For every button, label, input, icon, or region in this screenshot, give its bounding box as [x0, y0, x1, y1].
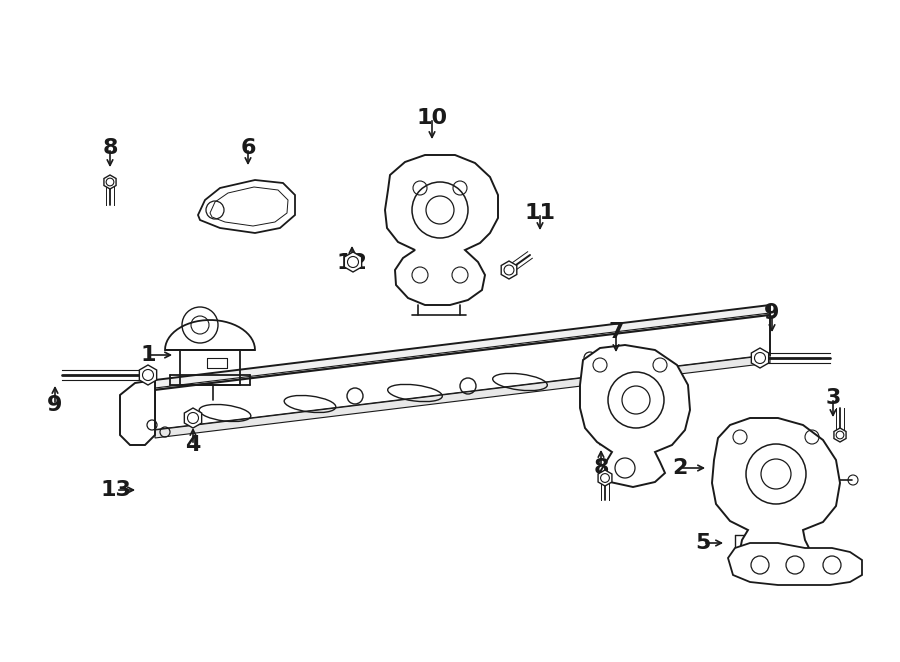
- Text: 3: 3: [825, 388, 841, 408]
- Polygon shape: [580, 345, 690, 487]
- Text: 8: 8: [103, 138, 118, 158]
- Text: 1: 1: [140, 345, 156, 365]
- Text: 4: 4: [185, 435, 201, 455]
- Text: 12: 12: [337, 253, 367, 273]
- Text: 2: 2: [672, 458, 688, 478]
- Polygon shape: [155, 355, 770, 438]
- Text: 10: 10: [417, 108, 447, 128]
- Polygon shape: [834, 428, 846, 442]
- Polygon shape: [345, 252, 362, 272]
- Polygon shape: [155, 305, 770, 390]
- Polygon shape: [712, 418, 840, 562]
- Polygon shape: [385, 155, 498, 305]
- Polygon shape: [140, 365, 157, 385]
- Polygon shape: [155, 315, 770, 430]
- Polygon shape: [501, 261, 517, 279]
- Text: 9: 9: [764, 303, 779, 323]
- Polygon shape: [752, 348, 769, 368]
- Polygon shape: [120, 380, 155, 445]
- Text: 13: 13: [101, 480, 131, 500]
- Text: 9: 9: [48, 395, 63, 415]
- Polygon shape: [104, 175, 116, 189]
- Text: 7: 7: [608, 322, 624, 342]
- Polygon shape: [728, 543, 862, 585]
- Text: 5: 5: [696, 533, 711, 553]
- Polygon shape: [598, 470, 612, 486]
- Text: 11: 11: [525, 203, 555, 223]
- Polygon shape: [198, 180, 295, 233]
- Text: 6: 6: [240, 138, 256, 158]
- Text: 8: 8: [593, 458, 608, 478]
- Polygon shape: [184, 408, 202, 428]
- Polygon shape: [165, 320, 255, 350]
